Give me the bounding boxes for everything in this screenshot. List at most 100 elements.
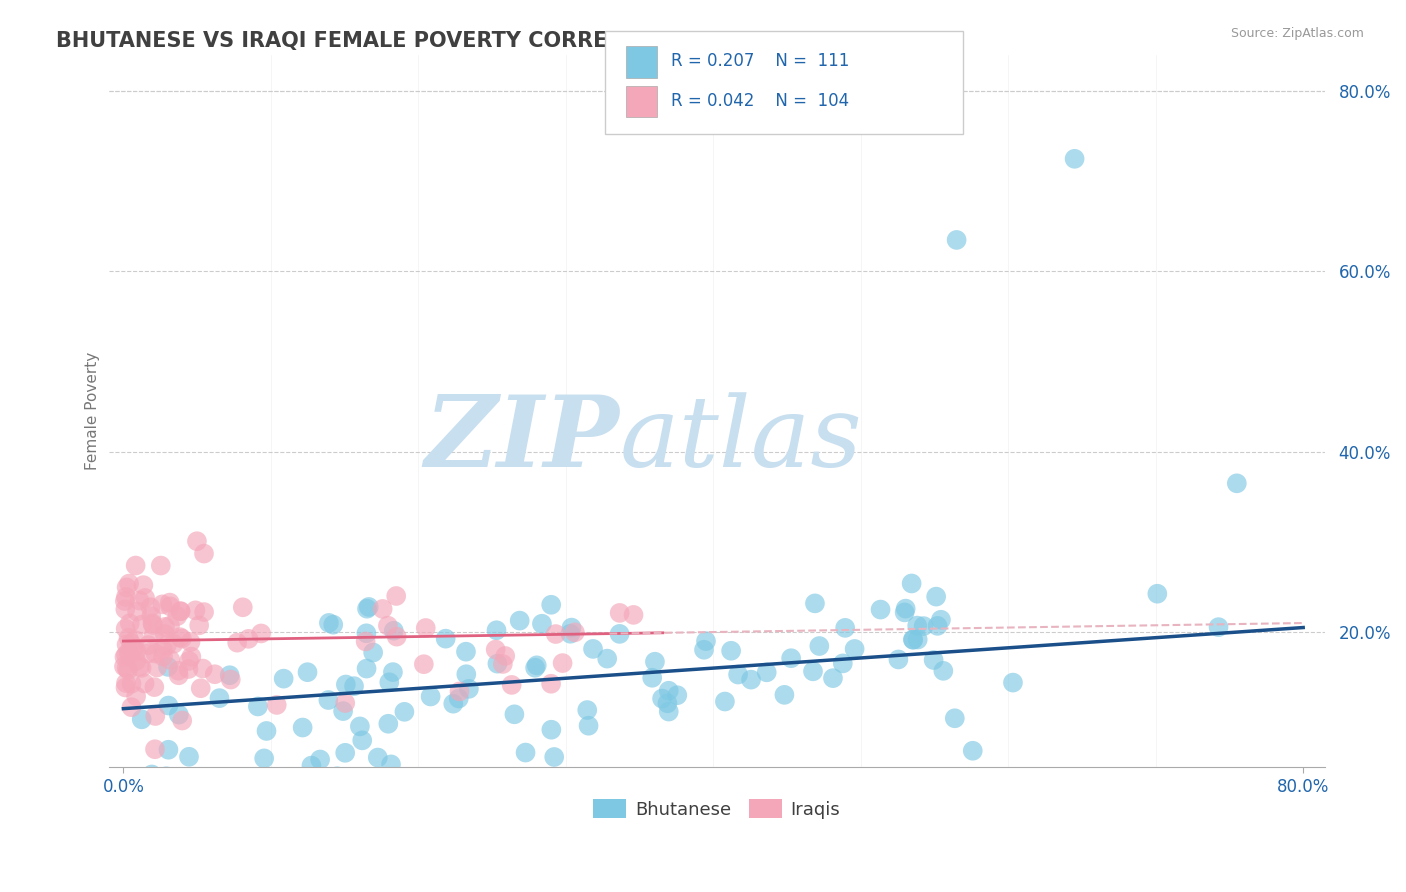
Legend: Bhutanese, Iraqis: Bhutanese, Iraqis bbox=[586, 792, 848, 826]
Point bbox=[141, 616, 163, 631]
Point bbox=[142, 618, 165, 632]
Point bbox=[159, 596, 181, 610]
Point bbox=[204, 667, 226, 681]
Point bbox=[186, 534, 208, 549]
Point bbox=[441, 697, 464, 711]
Point bbox=[117, 663, 139, 677]
Point bbox=[115, 581, 138, 595]
Point bbox=[641, 671, 664, 685]
Point bbox=[273, 672, 295, 686]
Point bbox=[1226, 476, 1249, 491]
Point bbox=[169, 630, 191, 644]
Point bbox=[1001, 675, 1024, 690]
Point bbox=[714, 694, 737, 708]
Point bbox=[596, 651, 619, 665]
Point bbox=[118, 648, 141, 662]
Point bbox=[335, 677, 357, 691]
Point bbox=[356, 601, 378, 615]
Point bbox=[152, 642, 174, 657]
Point bbox=[485, 624, 508, 638]
Point bbox=[887, 652, 910, 666]
Point bbox=[831, 657, 853, 671]
Point bbox=[808, 639, 831, 653]
Point bbox=[188, 618, 211, 632]
Point bbox=[190, 681, 212, 696]
Point bbox=[218, 668, 240, 682]
Point bbox=[385, 630, 408, 644]
Point bbox=[136, 647, 159, 661]
Point bbox=[385, 589, 408, 603]
Point bbox=[253, 751, 276, 765]
Point bbox=[159, 653, 181, 667]
Point bbox=[651, 691, 673, 706]
Point bbox=[322, 617, 344, 632]
Point bbox=[125, 654, 148, 668]
Point bbox=[352, 733, 374, 747]
Point bbox=[893, 606, 915, 620]
Point bbox=[905, 618, 928, 632]
Point bbox=[844, 642, 866, 657]
Point bbox=[540, 723, 562, 737]
Point bbox=[925, 590, 948, 604]
Point bbox=[912, 619, 935, 633]
Point bbox=[141, 609, 163, 624]
Point bbox=[193, 605, 215, 619]
Point bbox=[318, 693, 340, 707]
Point bbox=[157, 698, 180, 713]
Text: Source: ZipAtlas.com: Source: ZipAtlas.com bbox=[1230, 27, 1364, 40]
Point bbox=[142, 628, 165, 642]
Point bbox=[526, 658, 548, 673]
Point bbox=[356, 662, 378, 676]
Point bbox=[153, 620, 176, 634]
Point bbox=[122, 641, 145, 656]
Point bbox=[149, 558, 172, 573]
Point bbox=[801, 665, 824, 679]
Point bbox=[134, 676, 156, 690]
Point bbox=[115, 638, 138, 652]
Point bbox=[658, 683, 681, 698]
Point bbox=[180, 649, 202, 664]
Point bbox=[332, 704, 354, 718]
Point bbox=[326, 769, 349, 783]
Point bbox=[419, 690, 441, 704]
Point bbox=[943, 711, 966, 725]
Point bbox=[335, 746, 357, 760]
Point bbox=[551, 656, 574, 670]
Text: BHUTANESE VS IRAQI FEMALE POVERTY CORRELATION CHART: BHUTANESE VS IRAQI FEMALE POVERTY CORREL… bbox=[56, 31, 778, 51]
Point bbox=[124, 558, 146, 573]
Point bbox=[193, 547, 215, 561]
Point bbox=[456, 667, 478, 681]
Point bbox=[540, 598, 562, 612]
Point bbox=[114, 622, 136, 636]
Point bbox=[932, 664, 955, 678]
Point bbox=[118, 616, 141, 631]
Point bbox=[485, 642, 508, 657]
Point bbox=[486, 657, 509, 671]
Point bbox=[219, 673, 242, 687]
Text: ZIP: ZIP bbox=[425, 392, 620, 488]
Point bbox=[114, 681, 136, 695]
Point bbox=[492, 657, 515, 671]
Point bbox=[170, 604, 193, 618]
Point bbox=[166, 609, 188, 624]
Point bbox=[138, 638, 160, 652]
Point bbox=[246, 699, 269, 714]
Point bbox=[907, 632, 929, 647]
Point bbox=[152, 649, 174, 664]
Point bbox=[377, 618, 399, 632]
Point bbox=[150, 598, 173, 612]
Text: atlas: atlas bbox=[620, 392, 862, 487]
Point bbox=[378, 675, 401, 690]
Point bbox=[1063, 152, 1085, 166]
Point bbox=[644, 655, 666, 669]
Point bbox=[309, 752, 332, 766]
Point bbox=[146, 660, 169, 674]
Point bbox=[125, 690, 148, 704]
Point bbox=[115, 661, 138, 675]
Point bbox=[494, 648, 516, 663]
Point bbox=[162, 637, 184, 651]
Point bbox=[124, 633, 146, 648]
Point bbox=[153, 627, 176, 641]
Point bbox=[118, 645, 141, 659]
Point bbox=[449, 684, 471, 698]
